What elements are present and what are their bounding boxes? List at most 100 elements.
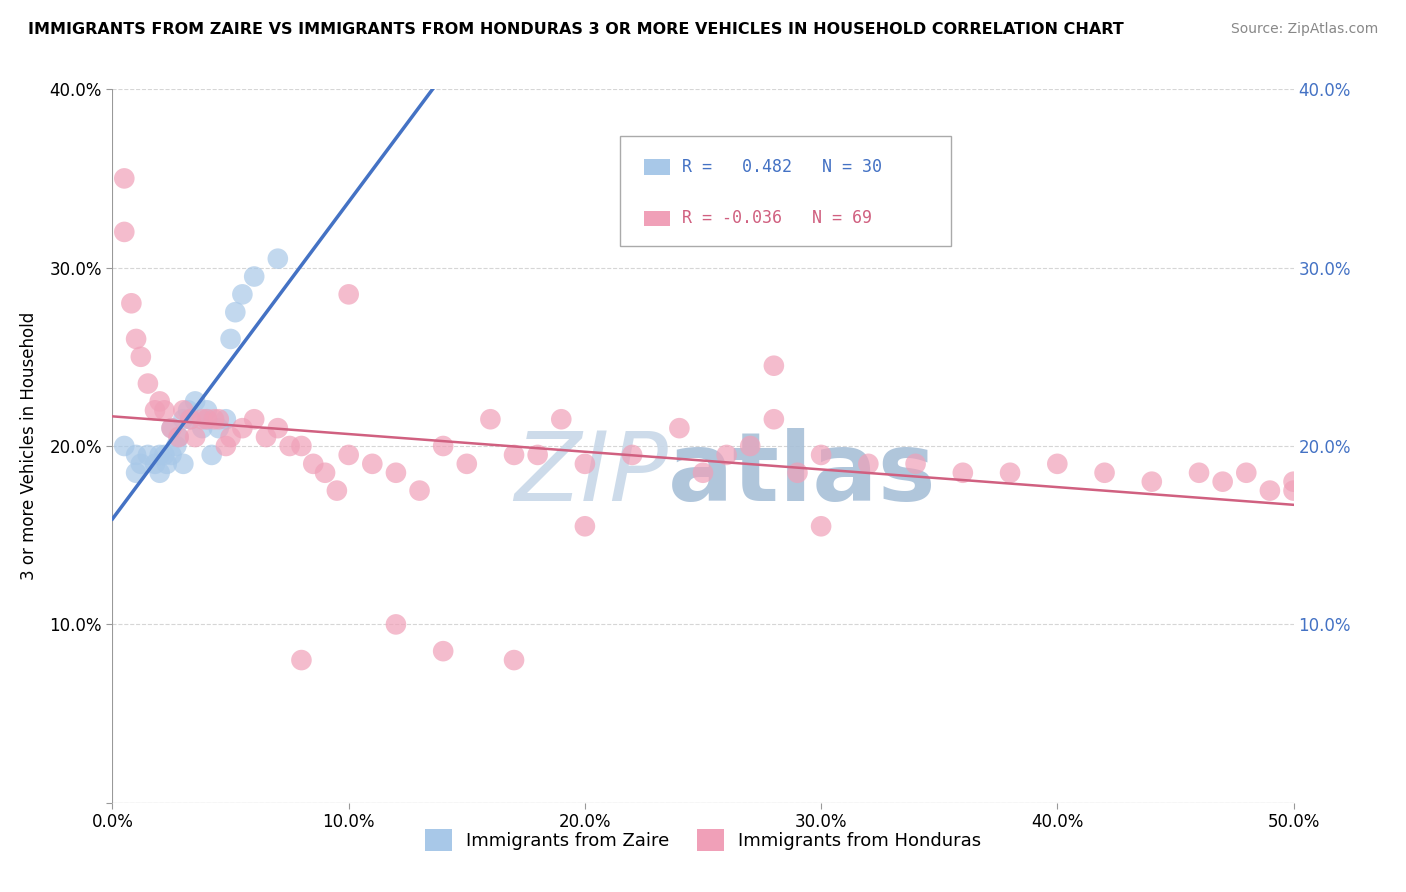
Point (326, 483, 349, 498)
Point (1234, 466, 1257, 480)
Point (219, 430, 242, 444)
Point (120, 296, 142, 310)
Point (215, 439, 238, 453)
Point (136, 376, 159, 391)
Point (290, 653, 312, 667)
Point (160, 421, 183, 435)
Point (314, 466, 336, 480)
Point (290, 439, 312, 453)
Point (337, 448, 360, 462)
Point (574, 519, 596, 533)
Point (904, 457, 927, 471)
Point (1282, 483, 1305, 498)
Point (526, 448, 548, 462)
Point (184, 430, 207, 444)
Point (1188, 466, 1211, 480)
Point (208, 412, 231, 426)
Point (201, 448, 224, 462)
Y-axis label: 3 or more Vehicles in Household: 3 or more Vehicles in Household (21, 312, 38, 580)
Point (184, 394, 207, 409)
Point (172, 457, 194, 471)
Point (267, 421, 290, 435)
Point (136, 448, 159, 462)
Point (165, 439, 187, 453)
Point (337, 287, 360, 301)
Point (302, 457, 325, 471)
Point (385, 466, 408, 480)
Point (810, 519, 832, 533)
Point (361, 457, 384, 471)
Point (762, 359, 785, 373)
Point (179, 412, 201, 426)
Point (177, 403, 200, 417)
Point (160, 448, 183, 462)
Point (208, 421, 231, 435)
Legend: Immigrants from Zaire, Immigrants from Honduras: Immigrants from Zaire, Immigrants from H… (418, 822, 988, 858)
Point (1140, 475, 1163, 489)
Point (786, 466, 808, 480)
Point (219, 332, 242, 346)
Point (716, 448, 738, 462)
Bar (644, 211, 669, 227)
Point (143, 403, 166, 417)
Point (195, 412, 218, 426)
Point (692, 466, 714, 480)
Point (224, 305, 246, 319)
Point (550, 412, 572, 426)
Text: Source: ZipAtlas.com: Source: ZipAtlas.com (1230, 22, 1378, 37)
Point (503, 653, 526, 667)
Point (172, 403, 194, 417)
Point (125, 466, 148, 480)
Point (952, 466, 974, 480)
Point (129, 350, 152, 364)
FancyBboxPatch shape (620, 136, 950, 246)
Point (202, 412, 225, 426)
Point (125, 332, 148, 346)
Point (215, 412, 238, 426)
Point (479, 412, 502, 426)
Point (167, 430, 190, 444)
Point (153, 448, 176, 462)
Point (254, 430, 277, 444)
Point (191, 421, 214, 435)
Point (191, 412, 214, 426)
Point (149, 448, 172, 462)
Point (149, 466, 172, 480)
Point (998, 466, 1021, 480)
Point (278, 439, 301, 453)
Point (1212, 475, 1234, 489)
Point (195, 412, 218, 426)
Point (160, 421, 183, 435)
Point (112, 171, 135, 186)
Point (231, 421, 253, 435)
Text: atlas: atlas (668, 428, 936, 521)
Point (243, 412, 266, 426)
Point (195, 403, 218, 417)
Point (668, 421, 690, 435)
Point (167, 430, 190, 444)
Point (143, 457, 166, 471)
Point (243, 269, 266, 284)
Point (456, 457, 478, 471)
Text: IMMIGRANTS FROM ZAIRE VS IMMIGRANTS FROM HONDURAS 3 OR MORE VEHICLES IN HOUSEHOL: IMMIGRANTS FROM ZAIRE VS IMMIGRANTS FROM… (28, 22, 1123, 37)
Point (762, 412, 785, 426)
Point (267, 252, 290, 266)
Point (408, 483, 430, 498)
Point (432, 439, 454, 453)
Point (156, 457, 179, 471)
Point (574, 457, 596, 471)
Point (129, 457, 152, 471)
Point (810, 448, 832, 462)
Point (153, 403, 176, 417)
Point (149, 394, 172, 409)
Text: R =   0.482   N = 30: R = 0.482 N = 30 (682, 158, 882, 176)
Point (858, 457, 880, 471)
Point (1046, 457, 1069, 471)
Point (1258, 483, 1281, 498)
Point (231, 287, 253, 301)
Point (740, 439, 762, 453)
Point (125, 448, 148, 462)
Point (179, 412, 201, 426)
Point (112, 225, 135, 239)
Point (1282, 475, 1305, 489)
